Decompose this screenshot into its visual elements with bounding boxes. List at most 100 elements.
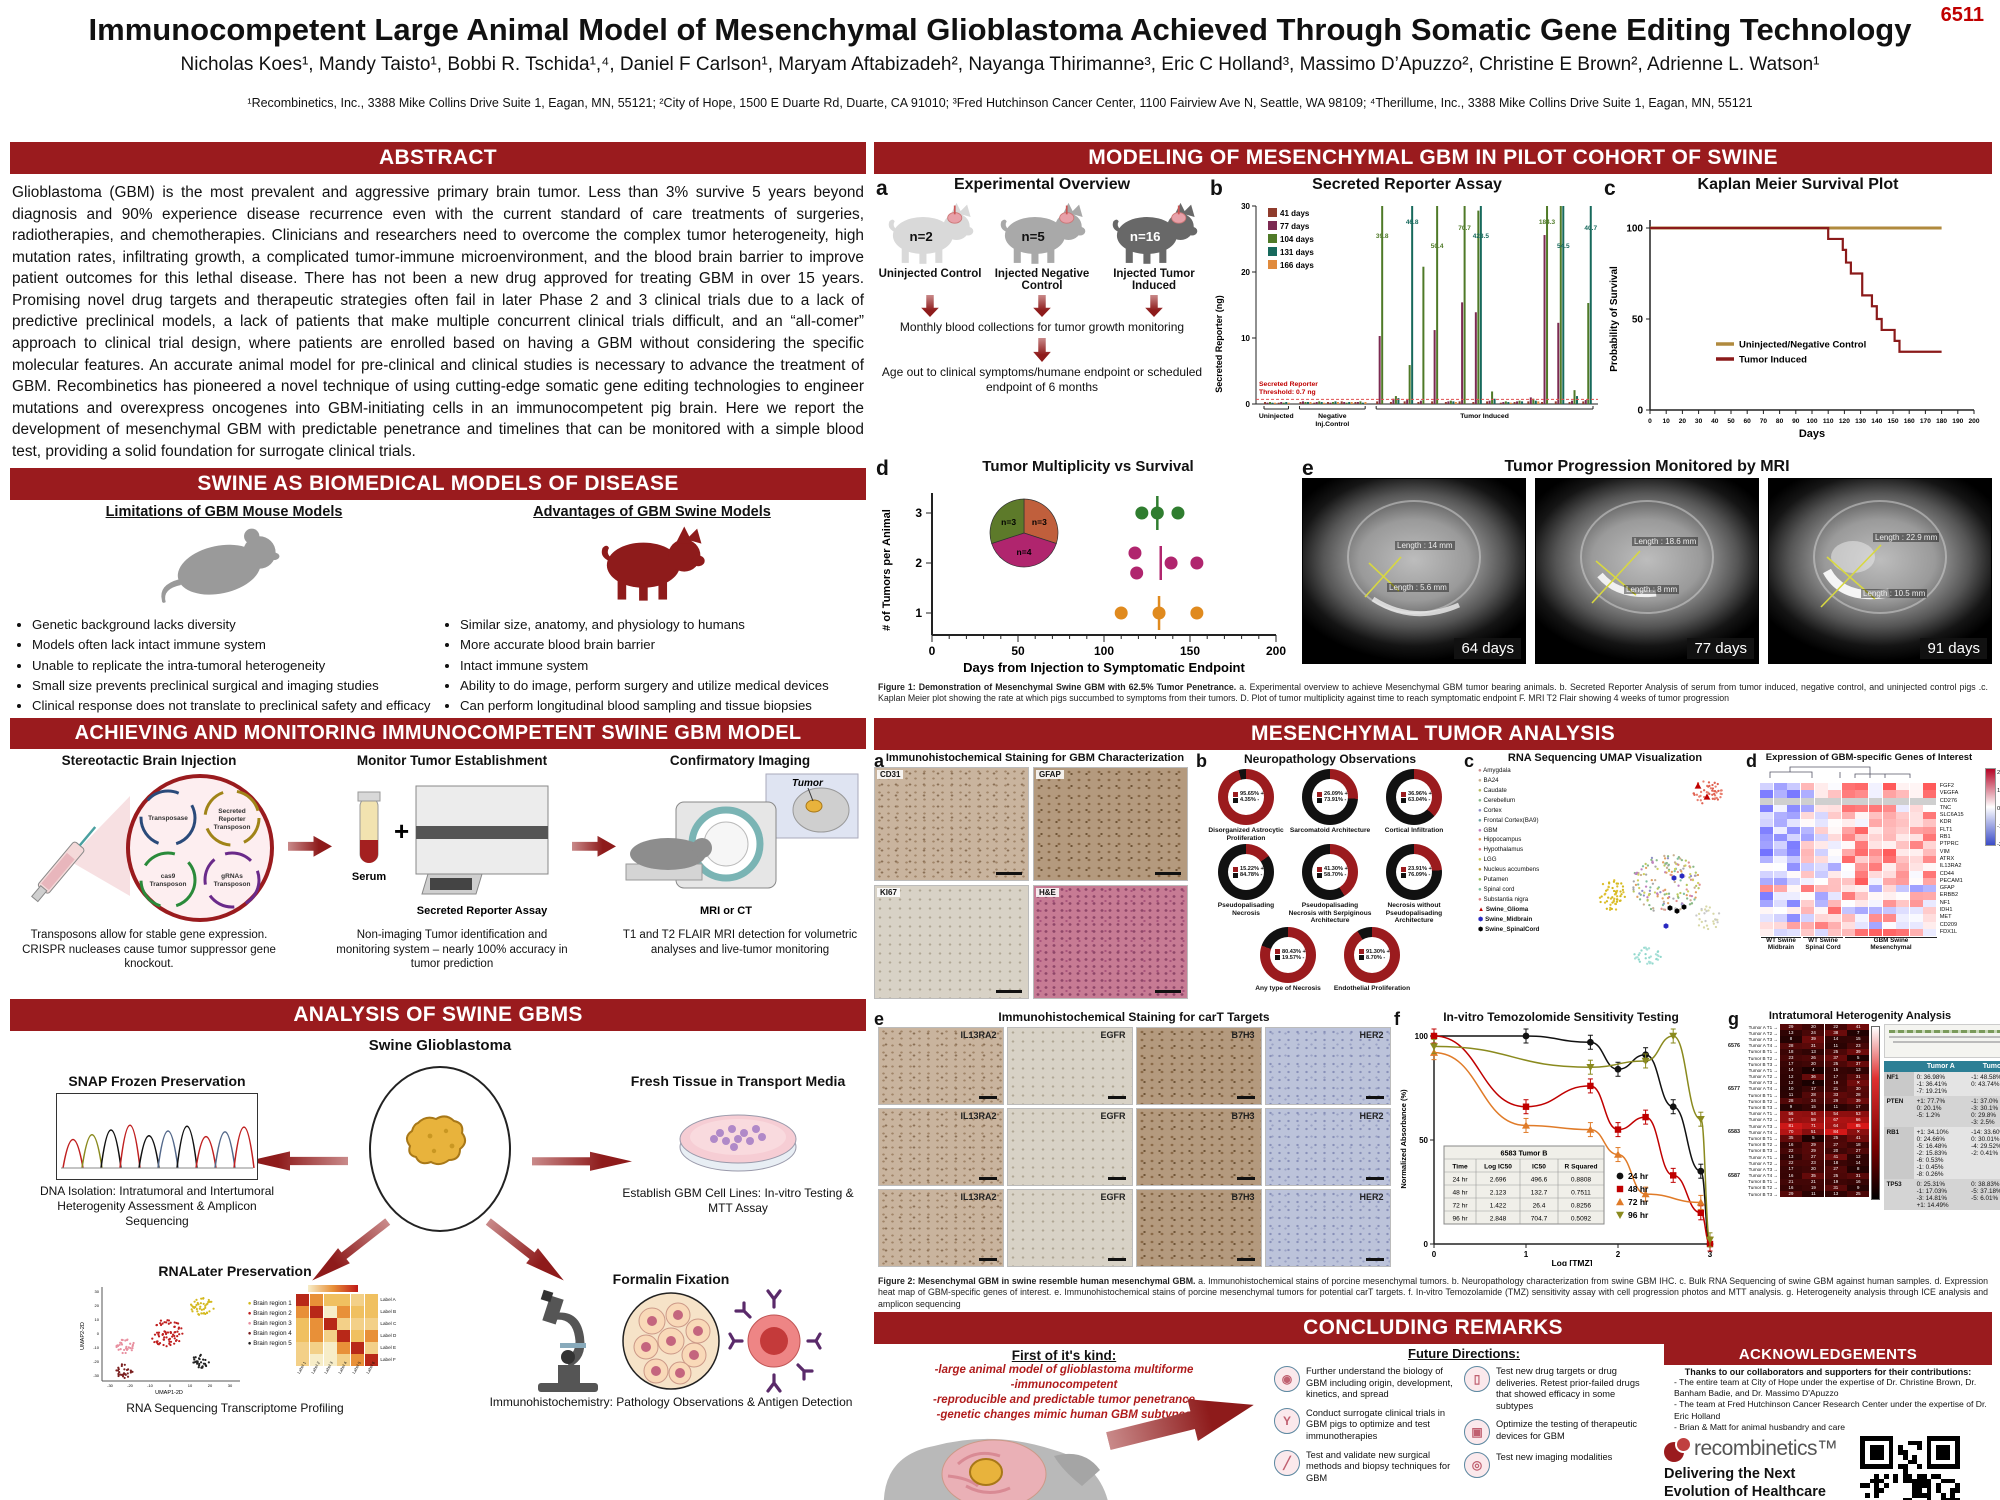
formalin-title: Formalin Fixation bbox=[612, 1271, 730, 1288]
tumor-icon bbox=[805, 799, 823, 813]
step1-title: Stereotactic Brain Injection bbox=[61, 753, 237, 769]
arrow-down-icon bbox=[1033, 338, 1051, 362]
multiplicity-chart: 0 50 100 150 200 1 2 3 Days from Injection to Sy… bbox=[881, 493, 1286, 675]
pig-bullets: Similar size, anatomy, and physiology to… bbox=[444, 615, 860, 715]
cart-stain: B7H3 bbox=[1135, 1189, 1262, 1267]
svg-text:Threshold: 0.7 ng: Threshold: 0.7 ng bbox=[1259, 389, 1316, 396]
gene-heatmap-title: Expression of GBM-specific Genes of Inte… bbox=[1765, 752, 1973, 763]
svg-text:0: 0 bbox=[1424, 1240, 1429, 1249]
formalin-node: Formalin Fixation bbox=[478, 1271, 864, 1410]
svg-text:100: 100 bbox=[1094, 644, 1114, 658]
svg-text:# of Tumors per Animal: # of Tumors per Animal bbox=[881, 509, 893, 631]
tagline: Delivering the Next Evolution of Healthc… bbox=[1664, 1465, 1826, 1500]
step3-title: Confirmatory Imaging bbox=[669, 753, 811, 769]
donut-chart: 95.65% +4.35% - Disorganized Astrocytic P… bbox=[1204, 769, 1288, 842]
svg-text:60: 60 bbox=[1744, 418, 1752, 425]
device-icon: ▣ bbox=[1464, 1419, 1490, 1446]
svg-text:Transposon: Transposon bbox=[214, 824, 251, 831]
abstract-heading: ABSTRACT bbox=[10, 142, 866, 174]
gene-heatmap: FGF2 VEGFA CD276 TNC SLC6A15 KDR FLT1 RB1 PTPRC V… bbox=[1760, 783, 1992, 937]
arrow-right-icon bbox=[572, 835, 616, 857]
panel-multiplicity: d Tumor Multiplicity vs Survival 0 50 100 1… bbox=[874, 458, 1302, 680]
day-label: 91 days bbox=[1920, 638, 1987, 659]
mouse-icon bbox=[16, 520, 432, 611]
panel-heterogeneity: g Intratumoral Heterogenity Analysis Tum… bbox=[1728, 1010, 2000, 1274]
step2-title: Monitor Tumor Establishment bbox=[356, 753, 548, 769]
snap-title: SNAP Frozen Preservation bbox=[68, 1073, 246, 1090]
ack-bullets: The entire team at City of Hope under th… bbox=[1664, 1377, 1992, 1433]
svg-text:Probability of Survival: Probability of Survival bbox=[1609, 266, 1620, 372]
svg-text:Normalized Absorbance (%): Normalized Absorbance (%) bbox=[1399, 1089, 1408, 1189]
svg-text:20: 20 bbox=[94, 1303, 99, 1308]
cart-grid: IL13RA2 EGFR B7H3 HER2 IL13RA2 EGFR B7H3 HER2 IL… bbox=[874, 1027, 1394, 1267]
svg-text:41 days: 41 days bbox=[1280, 209, 1310, 218]
svg-text:Tumor Induced: Tumor Induced bbox=[1460, 413, 1509, 420]
svg-text:0: 0 bbox=[97, 1331, 100, 1336]
svg-text:-10: -10 bbox=[93, 1345, 100, 1350]
cart-stain: HER2 bbox=[1264, 1027, 1391, 1105]
qr-code bbox=[1856, 1431, 1964, 1500]
svg-text:39.8: 39.8 bbox=[1376, 233, 1389, 240]
svg-text:MRI or CT: MRI or CT bbox=[700, 905, 752, 917]
mri-scan-77: Length : 18.6 mm Length : 8 mm 77 days bbox=[1535, 478, 1759, 664]
svg-text:6583 Tumor B: 6583 Tumor B bbox=[1501, 1149, 1548, 1158]
svg-text:Secreted Reporter (ng): Secreted Reporter (ng) bbox=[1214, 295, 1224, 393]
svg-text:90: 90 bbox=[1792, 418, 1800, 425]
panel-exp-overview: a Experimental Overview n=2 n=5 bbox=[874, 176, 1210, 458]
mouse-bullets: Genetic background lacks diversity Model… bbox=[16, 615, 432, 715]
svg-text:Log IC50: Log IC50 bbox=[1484, 1164, 1512, 1171]
tmz-chart: 0 1 2 3 0 50 100 Log [TMZ] Normalized Absorbance… bbox=[1399, 1028, 1714, 1268]
svg-text:30: 30 bbox=[228, 1383, 233, 1388]
analysis-content: Swine Glioblastoma SNAP Frozen Preservat… bbox=[10, 1031, 866, 1423]
svg-text:Time: Time bbox=[1452, 1164, 1468, 1171]
pig1-label: Uninjected Control bbox=[878, 268, 982, 280]
svg-text:130: 130 bbox=[1855, 418, 1866, 425]
cart-stain: HER2 bbox=[1264, 1189, 1391, 1267]
svg-text:10: 10 bbox=[94, 1317, 99, 1322]
svg-text:3: 3 bbox=[1708, 1250, 1713, 1259]
mouse-limitations: Limitations of GBM Mouse Models Genetic … bbox=[10, 504, 438, 718]
pig3-label: Injected Tumor Induced bbox=[1113, 268, 1195, 292]
svg-text:R Squared: R Squared bbox=[1565, 1164, 1598, 1171]
svg-text:-30: -30 bbox=[93, 1373, 100, 1378]
svg-text:80: 80 bbox=[1776, 418, 1784, 425]
svg-text:104 days: 104 days bbox=[1280, 235, 1314, 244]
svg-text:0.8256: 0.8256 bbox=[1571, 1203, 1592, 1210]
cart-stain: B7H3 bbox=[1135, 1108, 1262, 1186]
svg-text:2: 2 bbox=[915, 556, 922, 570]
svg-text:Uninjected: Uninjected bbox=[1259, 413, 1294, 420]
mri-graphic: Tumor MRI or CT bbox=[616, 768, 864, 928]
antibody-icon: Y bbox=[1274, 1407, 1300, 1434]
panel-secreted-reporter: b Secreted Reporter Assay 0 10 20 30 Secrete… bbox=[1210, 176, 1604, 458]
panel-cart: e Immunohistochemical Staining for carT … bbox=[874, 1010, 1394, 1274]
svg-text:48 hr: 48 hr bbox=[1628, 1184, 1649, 1194]
concluding-content: First of it's kind: -large animal model … bbox=[874, 1344, 1992, 1500]
arrow-down-icon bbox=[921, 295, 939, 317]
mri-scans: Length : 14 mm Length : 5.6 mm 64 days L… bbox=[1302, 478, 1992, 664]
het-heatmap: Tumor A T1 → 29 20 22 41 Tumor A T2 → 13 24 38 7 T… bbox=[1728, 1024, 1870, 1198]
panel-umap: c RNA Sequencing UMAP Visualization ● Am… bbox=[1464, 752, 1746, 1010]
svg-text:24 hr: 24 hr bbox=[1628, 1171, 1649, 1181]
assay-machine-icon bbox=[415, 785, 549, 895]
svg-text:1.422: 1.422 bbox=[1490, 1203, 1507, 1210]
rnalater-caption: RNA Sequencing Transcriptome Profiling bbox=[126, 1401, 344, 1416]
svg-text:120: 120 bbox=[1839, 418, 1850, 425]
pig-brain-graphic bbox=[883, 1438, 1108, 1500]
fig1-row1: a Experimental Overview n=2 n=5 bbox=[874, 176, 1992, 458]
donut-chart: 26.09% +73.91% - Sarcomatoid Architecture bbox=[1288, 769, 1372, 842]
formalin-graphic bbox=[478, 1287, 864, 1395]
chromatogram bbox=[56, 1093, 258, 1181]
donut-chart: 36.96% +63.04% - Cortical Infiltration bbox=[1372, 769, 1456, 842]
amplicon-diagram bbox=[1883, 1024, 2000, 1058]
svg-text:150: 150 bbox=[1180, 644, 1200, 658]
svg-text:0: 0 bbox=[1648, 418, 1652, 425]
ack-heading: ACKNOWLEDGEMENTS bbox=[1664, 1344, 1992, 1365]
svg-text:24 hr: 24 hr bbox=[1452, 1177, 1468, 1184]
svg-text:50: 50 bbox=[1011, 644, 1025, 658]
modeling-heading: MODELING OF MESENCHYMAL GBM IN PILOT COH… bbox=[874, 142, 1992, 174]
cart-stain: IL13RA2 bbox=[877, 1108, 1004, 1186]
mri-scan-64: Length : 14 mm Length : 5.6 mm 64 days bbox=[1302, 478, 1526, 664]
syringe-icon bbox=[31, 826, 97, 903]
fresh-node: Fresh Tissue in Transport Media Establis… bbox=[618, 1073, 858, 1216]
